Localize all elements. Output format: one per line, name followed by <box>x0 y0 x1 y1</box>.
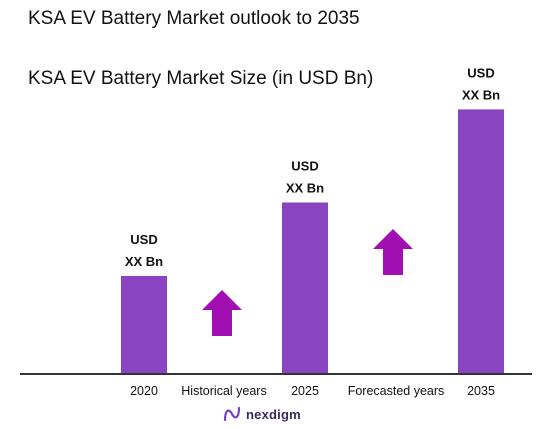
forecast-growth-arrow-icon <box>373 229 413 275</box>
nexdigm-logo: nexdigm <box>222 404 301 424</box>
value-label-2020-line2: XX Bn <box>125 254 163 269</box>
chart-subtitle: KSA EV Battery Market Size (in USD Bn) <box>28 68 374 89</box>
x-tick-2020: 2020 <box>130 384 158 398</box>
bar-2035 <box>458 109 504 375</box>
x-tick-2035: 2035 <box>467 384 495 398</box>
nexdigm-logo-icon <box>223 406 241 422</box>
value-label-2035-line1: USD <box>467 65 494 80</box>
bar-2025 <box>282 202 328 374</box>
period-label-forecasted: Forecasted years <box>348 384 445 398</box>
value-label-2035-line2: XX Bn <box>462 87 500 102</box>
chart-title: KSA EV Battery Market outlook to 2035 <box>28 8 360 29</box>
value-label-2020-line1: USD <box>130 232 157 247</box>
historical-growth-arrow-icon <box>202 290 242 336</box>
value-label-2025-line2: XX Bn <box>286 181 324 196</box>
value-label-2025-line1: USD <box>291 159 318 174</box>
period-label-historical: Historical years <box>181 384 266 398</box>
logo-text: nexdigm <box>246 406 301 422</box>
bar-2020 <box>121 276 167 374</box>
x-tick-2025: 2025 <box>291 384 319 398</box>
